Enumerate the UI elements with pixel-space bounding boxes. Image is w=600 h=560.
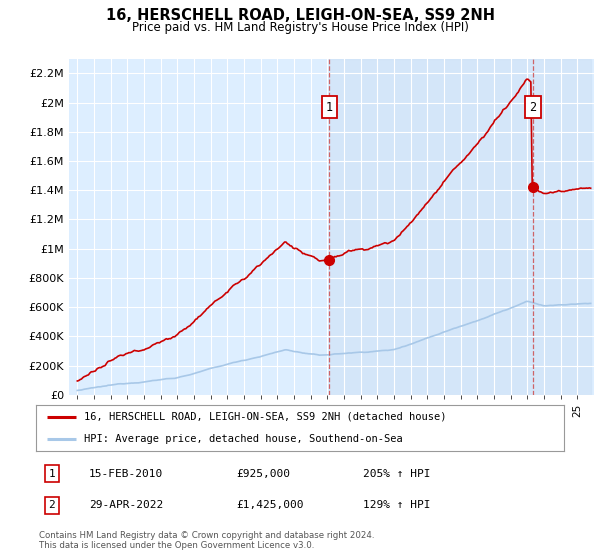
Text: 2: 2 <box>529 100 536 114</box>
Text: 2: 2 <box>49 500 55 510</box>
Text: 129% ↑ HPI: 129% ↑ HPI <box>364 500 431 510</box>
Text: 205% ↑ HPI: 205% ↑ HPI <box>364 469 431 479</box>
Text: HPI: Average price, detached house, Southend-on-Sea: HPI: Average price, detached house, Sout… <box>83 434 402 444</box>
Text: 1: 1 <box>49 469 55 479</box>
Text: 15-FEB-2010: 15-FEB-2010 <box>89 469 163 479</box>
Text: 16, HERSCHELL ROAD, LEIGH-ON-SEA, SS9 2NH: 16, HERSCHELL ROAD, LEIGH-ON-SEA, SS9 2N… <box>106 8 494 23</box>
Text: Price paid vs. HM Land Registry's House Price Index (HPI): Price paid vs. HM Land Registry's House … <box>131 21 469 35</box>
Text: 1: 1 <box>326 100 333 114</box>
Text: Contains HM Land Registry data © Crown copyright and database right 2024.
This d: Contains HM Land Registry data © Crown c… <box>39 531 374 550</box>
Text: £1,425,000: £1,425,000 <box>236 500 304 510</box>
Text: 29-APR-2022: 29-APR-2022 <box>89 500 163 510</box>
Text: 16, HERSCHELL ROAD, LEIGH-ON-SEA, SS9 2NH (detached house): 16, HERSCHELL ROAD, LEIGH-ON-SEA, SS9 2N… <box>83 412 446 422</box>
Text: £925,000: £925,000 <box>236 469 290 479</box>
Bar <box>329 59 590 395</box>
